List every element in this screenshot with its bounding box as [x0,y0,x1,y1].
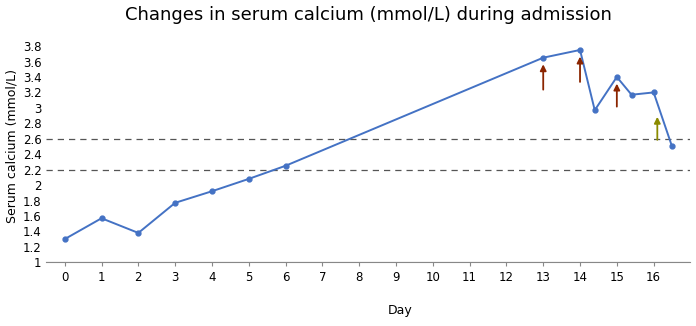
Y-axis label: Serum calcium (mmol/L): Serum calcium (mmol/L) [6,69,19,223]
X-axis label: Day: Day [388,304,413,317]
Title: Changes in serum calcium (mmol/L) during admission: Changes in serum calcium (mmol/L) during… [125,6,612,23]
